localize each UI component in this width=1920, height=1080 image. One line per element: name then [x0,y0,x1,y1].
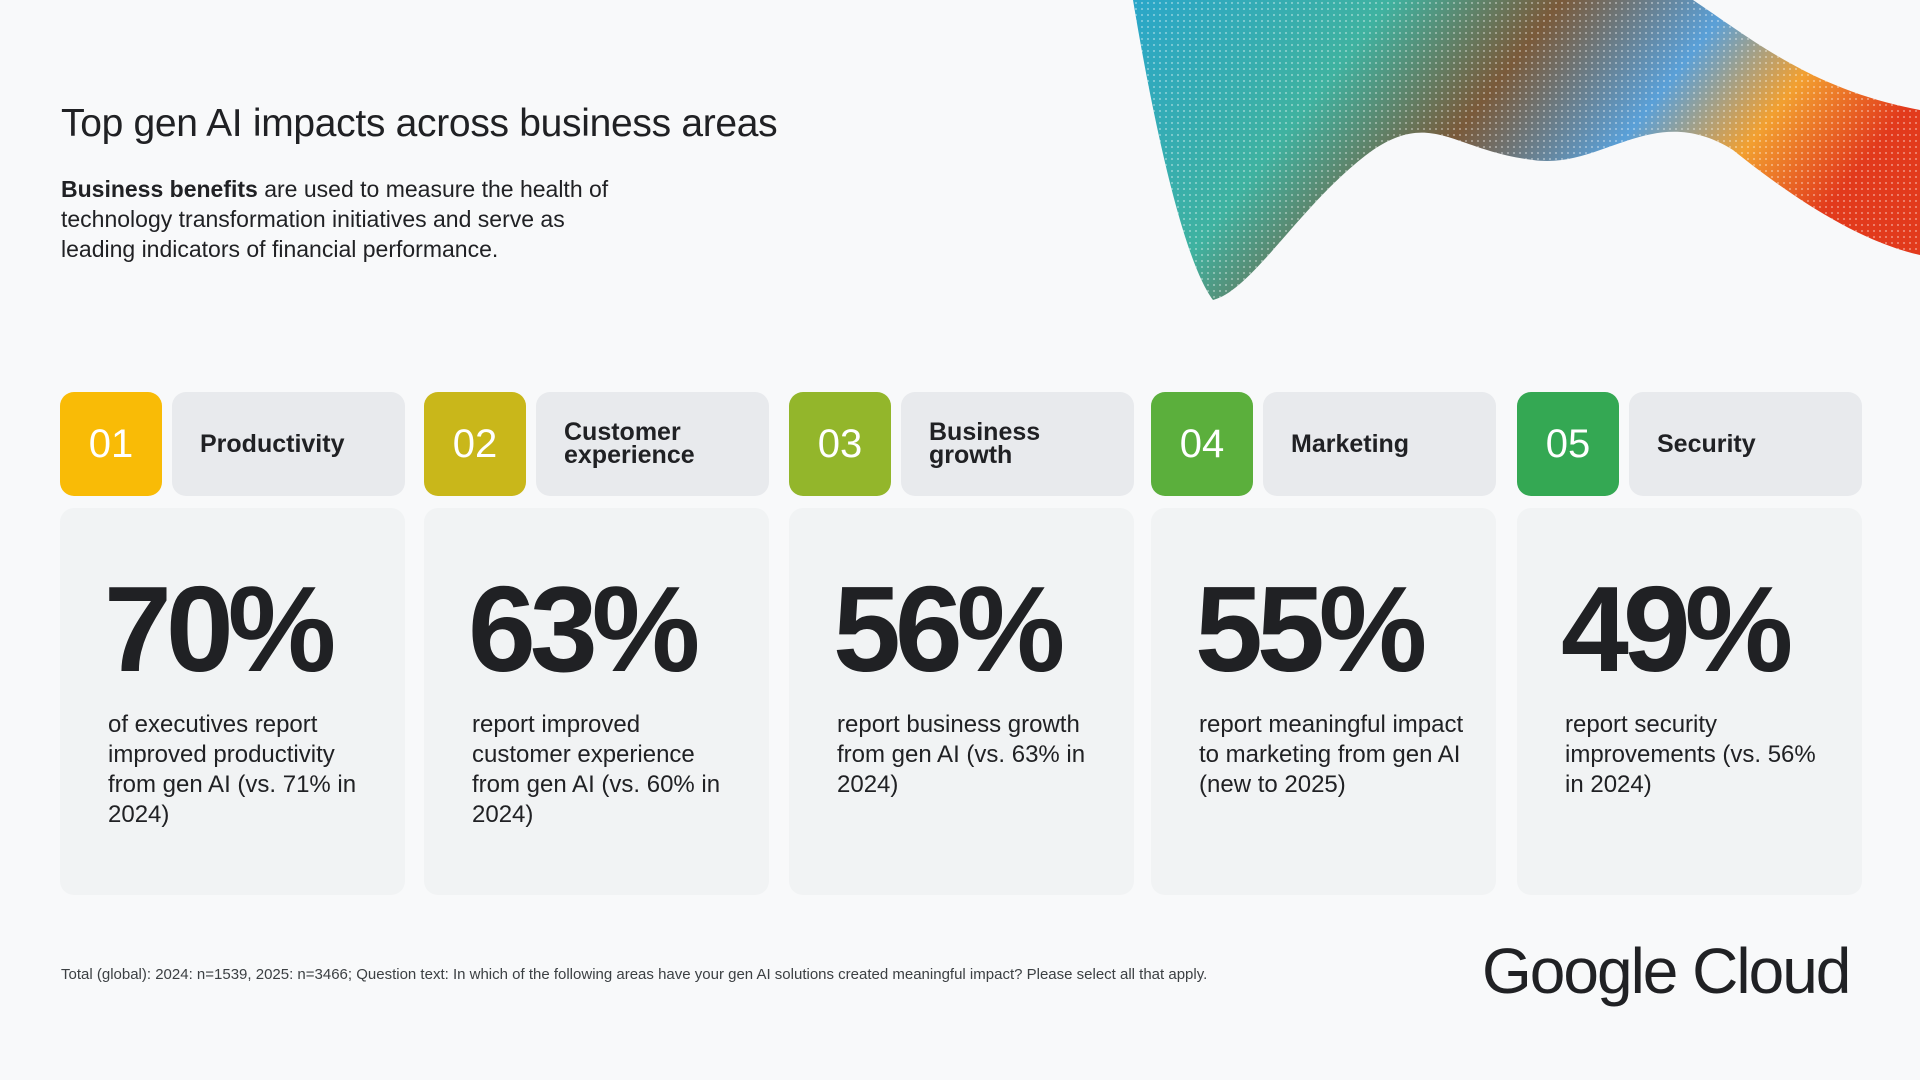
intro-rest: are used to measure the health of techno… [61,176,609,262]
impact-area-2: 02 Customer experience 63% report improv… [424,392,769,895]
stat-description: report business growth from gen AI (vs. … [837,711,1086,798]
footnote: Total (global): 2024: n=1539, 2025: n=34… [61,966,1208,983]
area-number: 05 [1517,392,1619,496]
stat-description: report security improvements (vs. 56% in… [1565,711,1816,798]
area-label-text: Business growth [929,418,1041,469]
intro-text: Business benefits are used to measure th… [61,174,621,264]
area-number: 02 [424,392,526,496]
area-label-text: Productivity [200,429,345,458]
area-label: Productivity [172,392,405,496]
stat-percent: 49% [1561,561,1793,697]
impact-area-5: 05 Security 49% report security improvem… [1517,392,1862,895]
stat-card: 49% report security improvements (vs. 56… [1517,508,1862,895]
page-title: Top gen AI impacts across business areas [61,102,778,145]
intro-bold: Business benefits [61,176,258,202]
impact-area-3: 03 Business growth 56% report business g… [789,392,1134,895]
abstract-wave-graphic [1133,0,1920,300]
area-label-text: Marketing [1291,429,1410,458]
google-cloud-logo: Google Cloud [1482,935,1851,1007]
area-label-text: Security [1657,429,1756,458]
stat-description: report improved customer experience from… [472,711,721,828]
stat-percent: 56% [833,561,1065,697]
stat-card: 56% report business growth from gen AI (… [789,508,1134,895]
area-number: 03 [789,392,891,496]
area-number: 04 [1151,392,1253,496]
stat-description: of executives report improved productivi… [108,711,357,828]
area-label: Marketing [1263,392,1496,496]
stat-percent: 70% [104,561,336,697]
area-label: Customer experience [536,392,769,496]
stat-card: 55% report meaningful impact to marketin… [1151,508,1496,895]
area-number: 01 [60,392,162,496]
area-label-text: Customer experience [564,418,695,469]
impact-area-1: 01 Productivity 70% of executives report… [60,392,405,895]
area-label: Business growth [901,392,1134,496]
area-label: Security [1629,392,1862,496]
impact-area-4: 04 Marketing 55% report meaningful impac… [1151,392,1496,895]
stat-card: 70% of executives report improved produc… [60,508,405,895]
stat-card: 63% report improved customer experience … [424,508,769,895]
stat-percent: 63% [468,561,700,697]
stat-description: report meaningful impact to marketing fr… [1199,711,1464,798]
stat-percent: 55% [1195,561,1427,697]
